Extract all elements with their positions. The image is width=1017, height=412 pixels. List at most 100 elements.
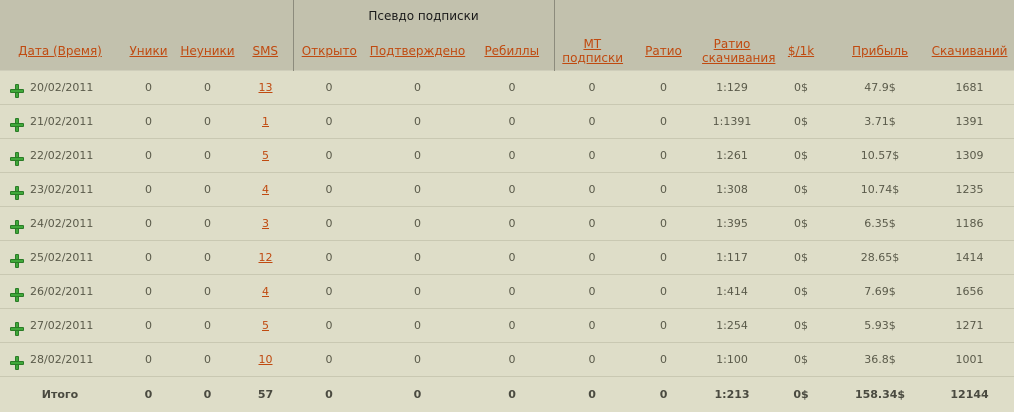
cell-confirmed: 0 (365, 342, 470, 377)
column-header-downloads: Скачиваний (925, 32, 1015, 71)
cell-profit: 6.35$ (835, 206, 926, 241)
sort-link-sms[interactable]: SMS (252, 44, 279, 58)
total-open: 0 (293, 376, 365, 411)
cell-uniki: 0 (120, 172, 177, 207)
sms-count-link[interactable]: 3 (262, 217, 269, 230)
sms-count-link[interactable]: 13 (258, 81, 273, 94)
cell-confirmed: 0 (365, 206, 470, 241)
cell-dl-ratio: 1:395 (697, 206, 768, 241)
sms-count-link[interactable]: 5 (262, 149, 269, 162)
expand-plus-icon[interactable] (10, 321, 24, 336)
table-row: 23/02/2011 0 0 4 0 0 0 0 0 1:308 0$ 10.74$ 1235 (0, 172, 1015, 207)
expand-plus-icon[interactable] (10, 355, 24, 370)
column-header-neuniki: Неуники (177, 32, 238, 71)
sort-link-dl-ratio[interactable]: Ратио скачивания (702, 37, 776, 65)
expand-plus-icon[interactable] (10, 83, 24, 98)
cell-sms: 12 (238, 240, 293, 275)
total-uniki: 0 (120, 376, 177, 411)
sms-count-link[interactable]: 4 (262, 285, 269, 298)
cell-profit: 3.71$ (835, 104, 926, 139)
cell-date: 22/02/2011 (0, 138, 120, 173)
cell-neuniki: 0 (177, 308, 238, 343)
expand-plus-icon[interactable] (10, 219, 24, 234)
cell-date: 21/02/2011 (0, 104, 120, 139)
cell-downloads: 1186 (925, 206, 1015, 241)
cell-mt: 0 (554, 308, 631, 343)
sms-count-link[interactable]: 5 (262, 319, 269, 332)
cell-ratio: 0 (630, 308, 698, 343)
date-text: 25/02/2011 (30, 250, 94, 264)
cell-per-1k: 0$ (767, 274, 836, 309)
column-header-profit: Прибыль (835, 32, 926, 71)
cell-neuniki: 0 (177, 274, 238, 309)
total-sms: 57 (238, 376, 293, 411)
cell-sms: 10 (238, 342, 293, 377)
sort-link-mt[interactable]: МТ подписки (562, 37, 624, 65)
cell-date: 24/02/2011 (0, 206, 120, 241)
expand-plus-icon[interactable] (10, 185, 24, 200)
cell-neuniki: 0 (177, 70, 238, 105)
cell-confirmed: 0 (365, 308, 470, 343)
cell-downloads: 1001 (925, 342, 1015, 377)
sort-link-neuniki[interactable]: Неуники (180, 44, 235, 58)
cell-ratio: 0 (630, 138, 698, 173)
sort-link-profit[interactable]: Прибыль (852, 44, 909, 58)
cell-open: 0 (293, 274, 365, 309)
cell-dl-ratio: 1:129 (697, 70, 768, 105)
cell-ratio: 0 (630, 274, 698, 309)
cell-profit: 47.9$ (835, 70, 926, 105)
sms-count-link[interactable]: 4 (262, 183, 269, 196)
cell-open: 0 (293, 104, 365, 139)
cell-rebills: 0 (470, 104, 555, 139)
cell-confirmed: 0 (365, 172, 470, 207)
cell-profit: 7.69$ (835, 274, 926, 309)
total-dl-ratio: 1:213 (697, 376, 768, 411)
column-header-dl-ratio: Ратио скачивания (697, 32, 776, 71)
expand-plus-icon[interactable] (10, 117, 24, 132)
sort-link-downloads[interactable]: Скачиваний (931, 44, 1008, 58)
sort-link-open[interactable]: Открыто (301, 44, 357, 58)
column-header-uniki: Уники (120, 32, 177, 71)
cell-dl-ratio: 1:254 (697, 308, 768, 343)
total-confirmed: 0 (365, 376, 470, 411)
total-rebills: 0 (470, 376, 555, 411)
expand-plus-icon[interactable] (10, 253, 24, 268)
sort-link-per-1k[interactable]: $/1k (787, 44, 815, 58)
sort-link-date[interactable]: Дата (Время) (18, 44, 102, 58)
sort-link-confirmed[interactable]: Подтверждено (369, 44, 466, 58)
cell-sms: 4 (238, 172, 293, 207)
cell-sms: 13 (238, 70, 293, 105)
cell-open: 0 (293, 206, 365, 241)
sort-link-rebills[interactable]: Ребиллы (484, 44, 540, 58)
cell-per-1k: 0$ (767, 70, 836, 105)
sms-count-link[interactable]: 10 (258, 353, 273, 366)
sort-link-uniki[interactable]: Уники (129, 44, 168, 58)
cell-uniki: 0 (120, 274, 177, 309)
cell-per-1k: 0$ (767, 342, 836, 377)
expand-plus-icon[interactable] (10, 287, 24, 302)
sms-count-link[interactable]: 12 (258, 251, 273, 264)
cell-dl-ratio: 1:308 (697, 172, 768, 207)
table-row: 20/02/2011 0 0 13 0 0 0 0 0 1:129 0$ 47.9$ 1681 (0, 70, 1015, 105)
cell-sms: 5 (238, 138, 293, 173)
cell-neuniki: 0 (177, 104, 238, 139)
table-row: 25/02/2011 0 0 12 0 0 0 0 0 1:117 0$ 28.65$ 1414 (0, 240, 1015, 275)
cell-mt: 0 (554, 70, 631, 105)
cell-downloads: 1681 (925, 70, 1015, 105)
expand-plus-icon[interactable] (10, 151, 24, 166)
cell-rebills: 0 (470, 206, 555, 241)
cell-downloads: 1309 (925, 138, 1015, 173)
cell-downloads: 1271 (925, 308, 1015, 343)
date-text: 21/02/2011 (30, 114, 94, 128)
cell-mt: 0 (554, 206, 631, 241)
cell-rebills: 0 (470, 172, 555, 207)
sms-count-link[interactable]: 1 (262, 115, 269, 128)
sort-link-ratio[interactable]: Ратио (645, 44, 682, 58)
cell-rebills: 0 (470, 138, 555, 173)
cell-uniki: 0 (120, 70, 177, 105)
table-row: 21/02/2011 0 0 1 0 0 0 0 0 1:1391 0$ 3.71$ 1391 (0, 104, 1015, 139)
cell-confirmed: 0 (365, 104, 470, 139)
column-header-date: Дата (Время) (0, 32, 120, 71)
cell-confirmed: 0 (365, 70, 470, 105)
